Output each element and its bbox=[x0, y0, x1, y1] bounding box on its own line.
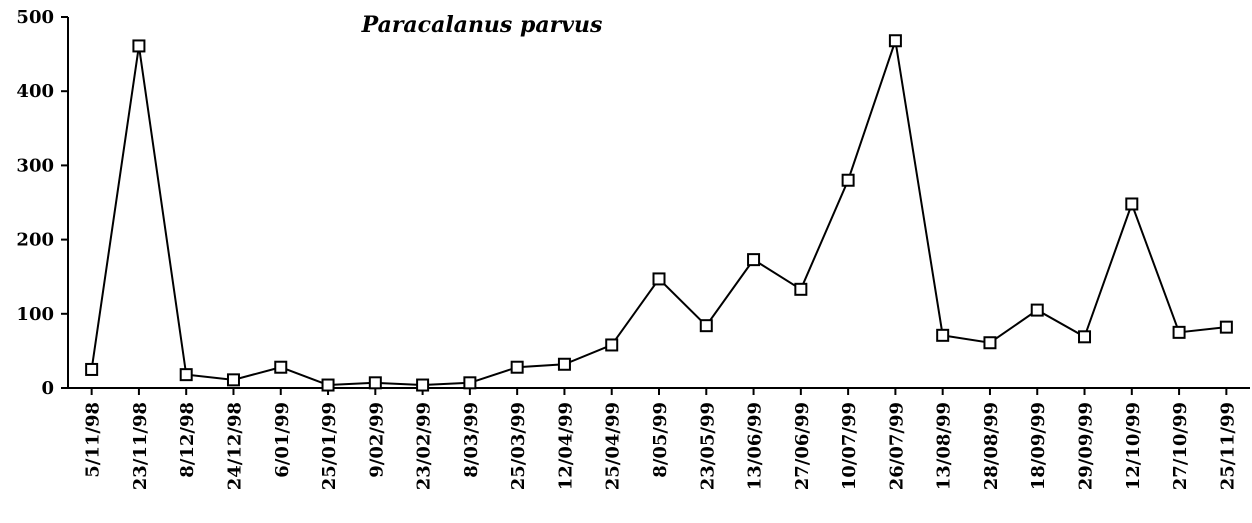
x-tick-label: 25/04/99 bbox=[603, 402, 624, 490]
chart-title: Paracalanus parvus bbox=[361, 12, 603, 38]
data-point bbox=[794, 282, 808, 296]
y-tick-label: 100 bbox=[16, 304, 54, 325]
x-tick-label: 24/12/98 bbox=[224, 402, 245, 490]
data-point bbox=[1125, 197, 1139, 211]
data-point bbox=[368, 376, 382, 390]
x-tick-label: 28/08/99 bbox=[981, 402, 1002, 490]
x-tick-label: 23/05/99 bbox=[697, 402, 718, 490]
x-tick-label: 18/09/99 bbox=[1028, 402, 1049, 490]
y-tick-label: 400 bbox=[16, 81, 54, 102]
data-point bbox=[699, 319, 713, 333]
data-point bbox=[557, 357, 571, 371]
y-tick-label: 300 bbox=[16, 155, 54, 176]
data-point bbox=[983, 336, 997, 350]
data-point bbox=[85, 362, 99, 376]
data-point bbox=[841, 173, 855, 187]
data-point bbox=[416, 378, 430, 392]
data-point bbox=[179, 368, 193, 382]
x-tick-label: 25/11/99 bbox=[1217, 402, 1238, 490]
y-tick-label: 0 bbox=[41, 378, 54, 399]
data-line bbox=[90, 40, 1227, 387]
x-tick-label: 23/02/99 bbox=[414, 402, 435, 490]
x-tick-label: 6/01/99 bbox=[272, 402, 293, 478]
x-tick-label: 9/02/99 bbox=[366, 402, 387, 478]
x-tick-label: 25/01/99 bbox=[319, 402, 340, 490]
data-point bbox=[1078, 330, 1092, 344]
data-point bbox=[888, 34, 902, 48]
data-point bbox=[274, 360, 288, 374]
data-point bbox=[1219, 320, 1233, 334]
data-point bbox=[747, 253, 761, 267]
x-tick-label: 13/08/99 bbox=[934, 402, 955, 490]
data-point bbox=[510, 360, 524, 374]
x-tick-label: 27/10/99 bbox=[1170, 402, 1191, 490]
x-tick-label: 13/06/99 bbox=[745, 402, 766, 490]
x-tick-label: 10/07/99 bbox=[839, 402, 860, 490]
x-tick-label: 8/05/99 bbox=[650, 402, 671, 478]
x-tick-label: 25/03/99 bbox=[508, 402, 529, 490]
data-point bbox=[1030, 303, 1044, 317]
data-point bbox=[226, 373, 240, 387]
data-point bbox=[132, 39, 146, 53]
x-tick-label: 12/10/99 bbox=[1123, 402, 1144, 490]
x-tick-label: 8/03/99 bbox=[461, 402, 482, 478]
data-point bbox=[321, 378, 335, 392]
x-tick-label: 26/07/99 bbox=[886, 402, 907, 490]
y-tick-label: 500 bbox=[16, 7, 54, 28]
x-tick-label: 29/09/99 bbox=[1076, 402, 1097, 490]
y-tick-label: 200 bbox=[16, 230, 54, 251]
data-point bbox=[936, 328, 950, 342]
data-point bbox=[1172, 325, 1186, 339]
x-tick-label: 27/06/99 bbox=[792, 402, 813, 490]
data-point bbox=[652, 272, 666, 286]
x-tick-label: 8/12/98 bbox=[177, 402, 198, 478]
x-tick-label: 23/11/98 bbox=[130, 402, 151, 490]
data-point bbox=[605, 338, 619, 352]
data-point bbox=[463, 376, 477, 390]
x-tick-label: 12/04/99 bbox=[555, 402, 576, 490]
x-tick-label: 5/11/98 bbox=[83, 402, 104, 478]
